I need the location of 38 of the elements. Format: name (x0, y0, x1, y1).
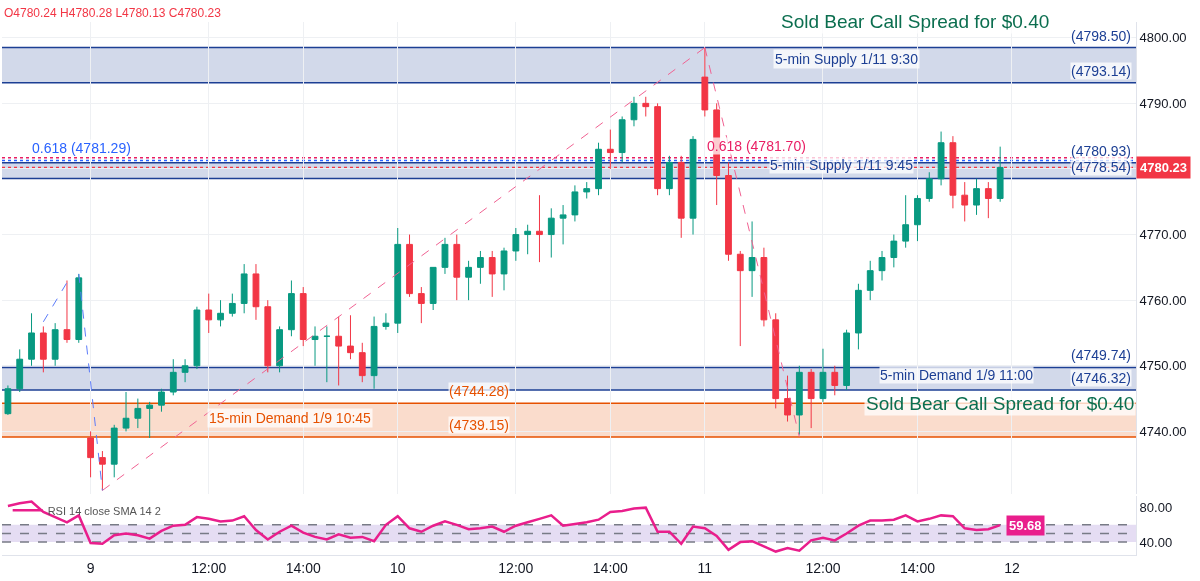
legend-label: RSI 14 close SMA 14 2 (47, 504, 161, 517)
annotation: 0.618 (4781.29) (32, 140, 131, 156)
y-tick-label: 4750.00 (1139, 358, 1187, 374)
data-label: 59.68 (1009, 518, 1042, 533)
annotation: (4749.74) (1071, 347, 1131, 363)
annotation: (4780.93) (1071, 143, 1131, 159)
y-tick-label: 4800.00 (1139, 30, 1187, 46)
x-tick-label: 14:00 (899, 559, 936, 576)
x-tick-label: 12:00 (805, 559, 841, 576)
annotation: 5-min Demand 1/9 11:00 (880, 367, 1034, 383)
annotation: (4746.32) (1071, 370, 1131, 386)
y-tick-label: 4790.00 (1139, 95, 1187, 111)
annotation: (4739.15) (449, 417, 509, 433)
annotation: (4798.50) (1071, 28, 1131, 44)
x-tick-label: 12 (1004, 559, 1020, 576)
annotation: Sold Bear Call Spread for $0.40 (866, 393, 1135, 414)
x-tick-label: 14:00 (592, 559, 629, 576)
x-tick-label: 12:00 (191, 559, 227, 576)
annotation: (4793.14) (1071, 63, 1131, 79)
text: O4780.24 H4780.28 L4780.13 C4780.23 (4, 6, 222, 20)
annotation: 0.618 (4781.70) (707, 138, 806, 154)
y-tick-label: 4760.00 (1139, 292, 1187, 308)
x-tick-label: 9 (86, 559, 95, 576)
annotation: (4778.54) (1071, 159, 1131, 175)
x-tick-label: 11 (697, 559, 713, 576)
annotation: 15-min Demand 1/9 10:45 (209, 410, 372, 426)
x-tick-label: 14:00 (285, 559, 321, 576)
annotation: 5-min Supply 1/11 9:30 (775, 51, 919, 67)
annotation: Sold Bear Call Spread for $0.40 (781, 11, 1050, 32)
x-tick-label: 10 (389, 559, 406, 576)
annotation: (4744.28) (449, 383, 509, 399)
annotation: 5-min Supply 1/11 9:45 (770, 157, 914, 173)
ref-line-label: 4780.23 (1140, 160, 1187, 175)
x-tick-label: 12:00 (498, 559, 534, 576)
y-tick-label: 4770.00 (1139, 227, 1187, 243)
y-tick-label: 80.00 (1139, 500, 1173, 516)
y-tick-label: 4740.00 (1139, 423, 1187, 439)
y-tick-label: 40.00 (1139, 534, 1173, 550)
